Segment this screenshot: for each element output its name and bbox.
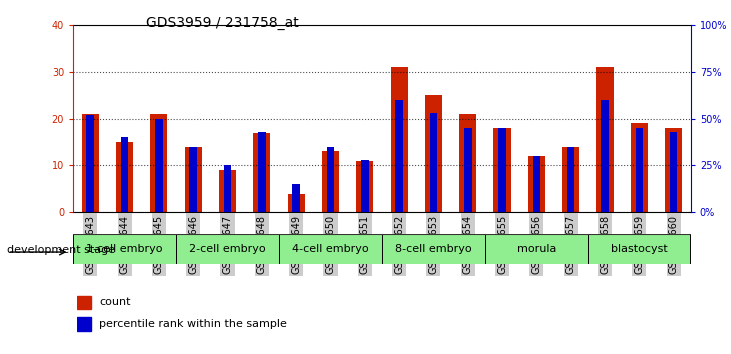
Bar bbox=[528, 156, 545, 212]
Text: percentile rank within the sample: percentile rank within the sample bbox=[99, 319, 287, 329]
Bar bbox=[121, 137, 129, 212]
FancyBboxPatch shape bbox=[588, 234, 691, 264]
Bar bbox=[322, 152, 339, 212]
Bar bbox=[390, 67, 408, 212]
Bar bbox=[499, 128, 506, 212]
Text: count: count bbox=[99, 297, 131, 307]
Bar bbox=[82, 114, 99, 212]
Bar bbox=[670, 132, 678, 212]
Bar bbox=[224, 165, 231, 212]
Bar bbox=[185, 147, 202, 212]
Bar bbox=[395, 100, 403, 212]
Bar bbox=[327, 147, 334, 212]
Bar bbox=[601, 100, 609, 212]
Bar bbox=[493, 128, 511, 212]
FancyBboxPatch shape bbox=[485, 234, 588, 264]
Bar bbox=[116, 142, 133, 212]
Bar bbox=[292, 184, 300, 212]
Bar bbox=[361, 160, 368, 212]
FancyBboxPatch shape bbox=[382, 234, 485, 264]
FancyBboxPatch shape bbox=[176, 234, 279, 264]
FancyBboxPatch shape bbox=[279, 234, 382, 264]
Bar bbox=[533, 156, 540, 212]
Text: GDS3959 / 231758_at: GDS3959 / 231758_at bbox=[146, 16, 299, 30]
Bar bbox=[631, 123, 648, 212]
Bar bbox=[77, 296, 91, 309]
Bar bbox=[356, 161, 374, 212]
Bar bbox=[562, 147, 579, 212]
Bar bbox=[635, 128, 643, 212]
Bar bbox=[430, 113, 437, 212]
Text: 4-cell embryo: 4-cell embryo bbox=[292, 244, 368, 254]
Bar bbox=[464, 128, 471, 212]
Bar bbox=[596, 67, 613, 212]
Text: blastocyst: blastocyst bbox=[611, 244, 667, 254]
Bar bbox=[151, 114, 167, 212]
Bar bbox=[287, 194, 305, 212]
Bar bbox=[155, 119, 163, 212]
Bar bbox=[459, 114, 477, 212]
Text: 2-cell embryo: 2-cell embryo bbox=[189, 244, 266, 254]
Bar bbox=[189, 147, 197, 212]
Text: 1-cell embryo: 1-cell embryo bbox=[86, 244, 163, 254]
Bar bbox=[77, 317, 91, 331]
Bar bbox=[258, 132, 265, 212]
Bar bbox=[86, 115, 94, 212]
Bar bbox=[253, 133, 270, 212]
Text: morula: morula bbox=[517, 244, 556, 254]
FancyBboxPatch shape bbox=[73, 234, 175, 264]
Text: 8-cell embryo: 8-cell embryo bbox=[395, 244, 471, 254]
Bar bbox=[425, 95, 442, 212]
Text: development stage: development stage bbox=[7, 245, 115, 255]
Bar bbox=[567, 147, 575, 212]
Bar bbox=[665, 128, 682, 212]
Bar bbox=[219, 170, 236, 212]
